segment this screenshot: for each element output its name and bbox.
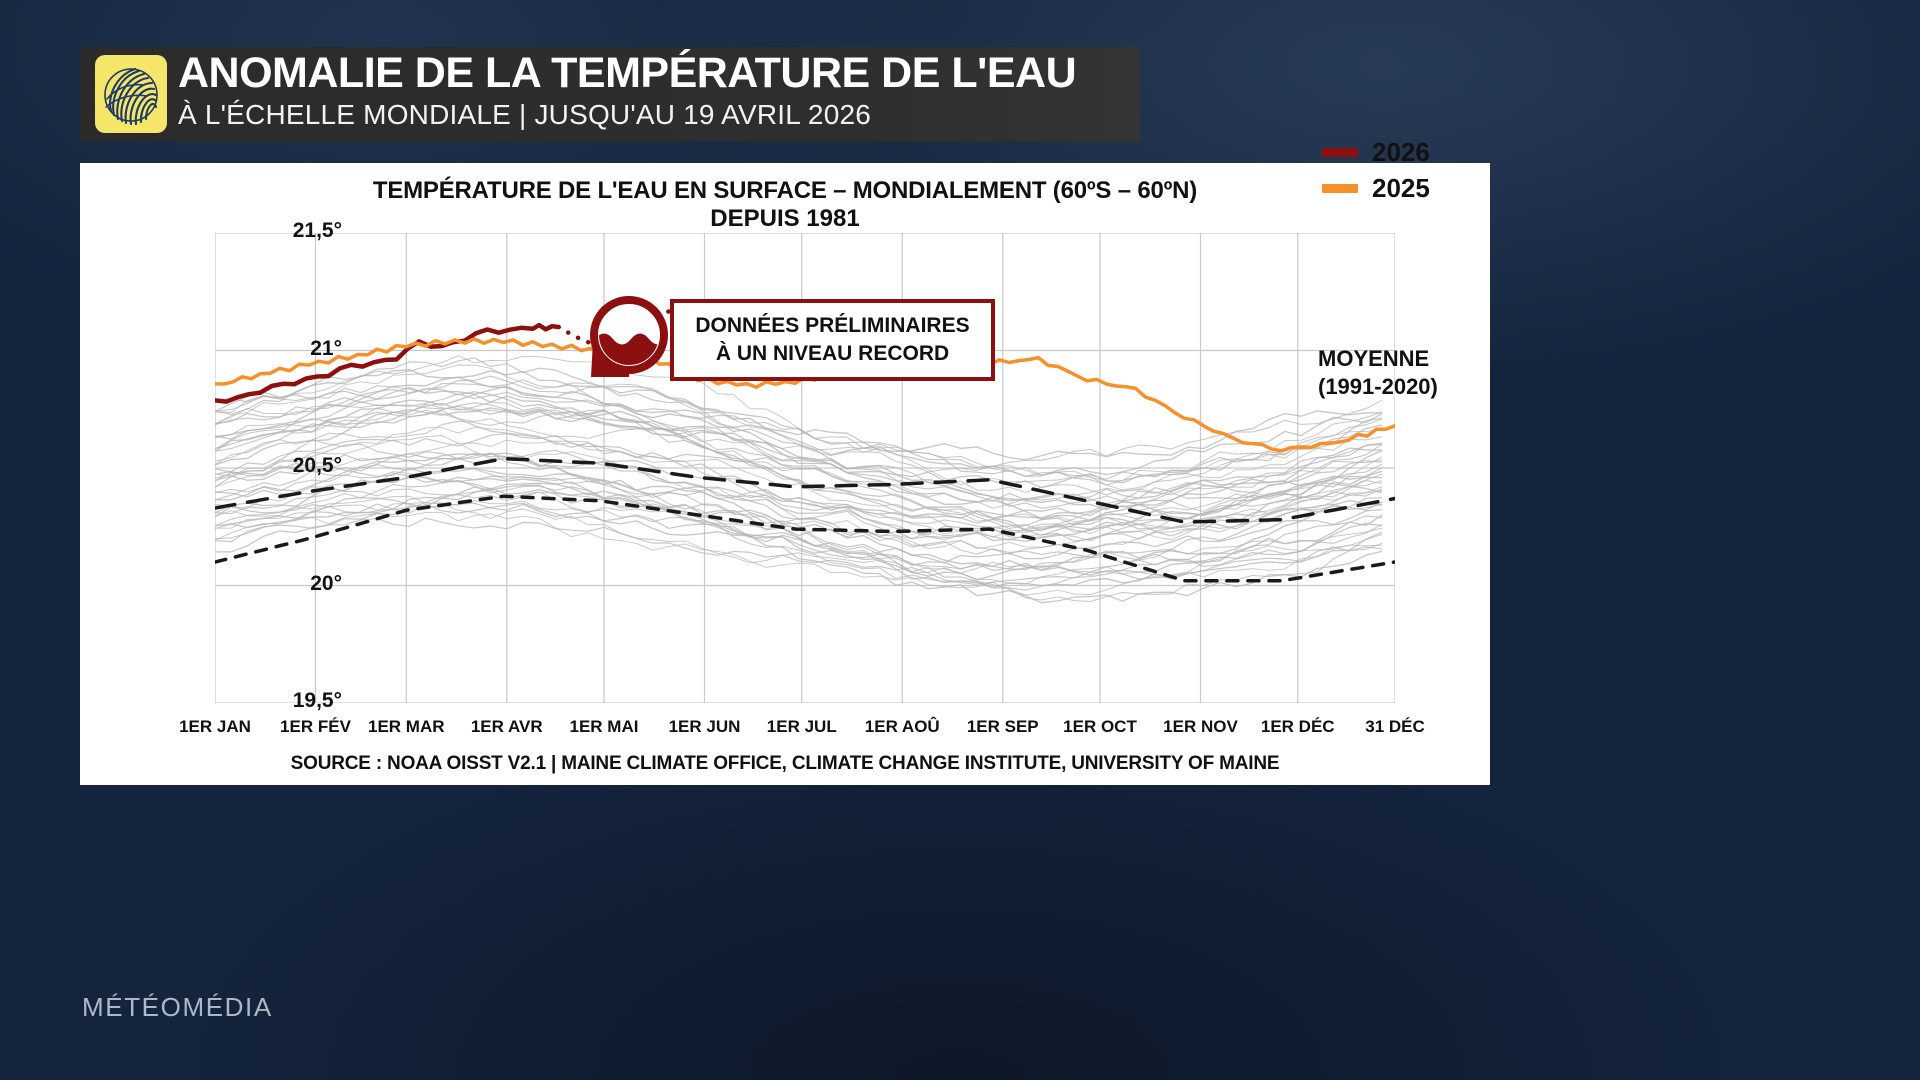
meteomedia-globe-icon — [95, 55, 167, 133]
chart-subtitle: DEPUIS 1981 — [710, 205, 860, 232]
x-axis-tick-label: 31 DÉC — [1365, 717, 1425, 736]
header-subtitle: À L'ÉCHELLE MONDIALE | JUSQU'AU 19 AVRIL… — [178, 99, 872, 130]
mean-annotation-line-1: MOYENNE — [1318, 346, 1430, 371]
page-title: ANOMALIE DE LA TEMPÉRATURE DE L'EAU — [178, 49, 1077, 97]
legend-item-2025[interactable]: 2025 — [1322, 172, 1430, 204]
x-axis-tick-label: 1ER SEP — [966, 717, 1039, 736]
chart-card: TEMPÉRATURE DE L'EAU EN SURFACE – MONDIA… — [80, 163, 1490, 785]
x-axis-tick-label: 1ER JAN — [179, 717, 251, 736]
brand-watermark: MÉTÉOMÉDIA — [82, 992, 273, 1022]
legend-item-2026[interactable]: 2026 — [1322, 136, 1430, 168]
x-axis-tick-label: 1ER DÉC — [1260, 717, 1335, 736]
x-axis-tick-label: 1ER MAI — [569, 717, 639, 736]
source-attribution: SOURCE : NOAA OISST V2.1 | MAINE CLIMATE… — [290, 753, 1280, 774]
mean-annotation-line-2: (1991-2020) — [1318, 374, 1438, 399]
x-axis-tick-label: 1ER NOV — [1163, 717, 1238, 736]
x-axis-tick-label: 1ER OCT — [1063, 717, 1137, 736]
x-axis-tick-label: 1ER FÉV — [280, 717, 351, 736]
y-axis-tick-label: 20° — [310, 571, 342, 595]
y-axis-tick-label: 21,5° — [292, 219, 342, 242]
x-axis-tick-label: 1ER JUL — [766, 717, 837, 736]
legend-swatch — [1322, 183, 1358, 193]
chart-legend: 2026 2025 — [1322, 136, 1430, 208]
y-axis-tick-label: 21° — [310, 336, 342, 360]
callout-line-1: DONNÉES PRÉLIMINAIRES — [695, 314, 970, 337]
header-banner — [80, 47, 1140, 141]
x-axis-tick-label: 1ER MAR — [367, 717, 445, 736]
mean-annotation: MOYENNE (1991-2020) — [1318, 345, 1438, 401]
plot-area: 21,5° 21° 20,5° 20° 19,5° 1ER JAN 1ER FÉV 1ER … — [179, 219, 1425, 736]
y-axis-tick-label: 20,5° — [292, 454, 342, 477]
legend-label: 2026 — [1372, 136, 1430, 167]
x-axis-tick-label: 1ER AOÛ — [864, 717, 940, 736]
y-axis-tick-label: 19,5° — [292, 689, 342, 712]
callout-line-2: À UN NIVEAU RECORD — [715, 342, 950, 365]
x-axis-tick-label: 1ER AVR — [470, 717, 543, 736]
legend-swatch — [1322, 147, 1358, 157]
preliminary-data-callout: DONNÉES PRÉLIMINAIRES À UN NIVEAU RECORD — [670, 299, 995, 381]
header-text-block: ANOMALIE DE LA TEMPÉRATURE DE L'EAU À L'… — [178, 47, 1077, 132]
legend-label: 2025 — [1372, 172, 1430, 203]
chart-title: TEMPÉRATURE DE L'EAU EN SURFACE – MONDIA… — [372, 177, 1198, 204]
water-wave-pin-icon — [590, 296, 668, 377]
x-axis-tick-label: 1ER JUN — [668, 717, 741, 736]
